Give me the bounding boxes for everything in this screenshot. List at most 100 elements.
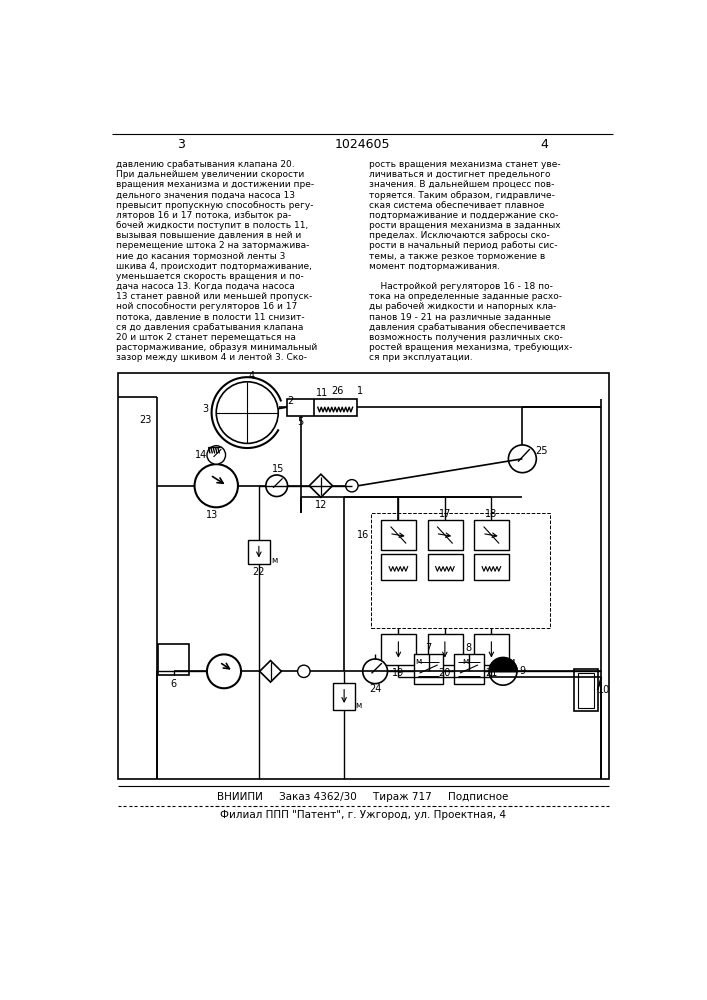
Bar [118, 373, 609, 779]
Text: торяется. Таким образом, гидравличе-: торяется. Таким образом, гидравличе- [369, 191, 555, 200]
Text: 14: 14 [194, 450, 207, 460]
Bar [333, 683, 355, 710]
Text: темы, а также резкое торможение в: темы, а также резкое торможение в [369, 252, 545, 261]
Text: подтормаживание и поддержание ско-: подтормаживание и поддержание ско- [369, 211, 559, 220]
Text: 13: 13 [206, 510, 218, 520]
Circle shape [207, 654, 241, 688]
Text: возможность получения различных ско-: возможность получения различных ско- [369, 333, 563, 342]
Circle shape [298, 665, 310, 677]
Text: м: м [462, 657, 468, 666]
Text: давления срабатывания обеспечивается: давления срабатывания обеспечивается [369, 323, 566, 332]
Text: 9: 9 [520, 666, 525, 676]
Text: 2: 2 [287, 396, 293, 406]
Text: 1024605: 1024605 [335, 138, 390, 151]
Circle shape [508, 445, 537, 473]
Text: личиваться и достигнет предельного: личиваться и достигнет предельного [369, 170, 551, 179]
Text: 26: 26 [331, 386, 344, 396]
Text: момент подтормаживания.: момент подтормаживания. [369, 262, 500, 271]
Bar [428, 554, 462, 580]
Text: м: м [356, 701, 362, 710]
Bar [428, 520, 462, 550]
Text: дельного значения подача насоса 13: дельного значения подача насоса 13 [115, 191, 295, 200]
Text: бочей жидкости поступит в полость 11,: бочей жидкости поступит в полость 11, [115, 221, 308, 230]
Text: вращения механизма и достижении пре-: вращения механизма и достижении пре- [115, 180, 314, 189]
Text: давлению срабатывания клапана 20.: давлению срабатывания клапана 20. [115, 160, 294, 169]
Text: 17: 17 [438, 509, 451, 519]
Text: рости вращения механизма в заданных: рости вращения механизма в заданных [369, 221, 561, 230]
Circle shape [266, 475, 288, 497]
Text: перемещение штока 2 на затормажива-: перемещение штока 2 на затормажива- [115, 241, 309, 250]
Bar [381, 634, 416, 665]
Bar [381, 554, 416, 580]
Text: 23: 23 [139, 415, 151, 425]
Text: ной способности регуляторов 16 и 17: ной способности регуляторов 16 и 17 [115, 302, 297, 311]
Text: 7: 7 [426, 643, 432, 653]
Text: 4: 4 [248, 371, 255, 381]
Text: ская система обеспечивает плавное: ская система обеспечивает плавное [369, 201, 544, 210]
Text: ды рабочей жидкости и напорных кла-: ды рабочей жидкости и напорных кла- [369, 302, 556, 311]
Text: уменьшается скорость вращения и по-: уменьшается скорость вращения и по- [115, 272, 303, 281]
Text: 13 станет равной или меньшей пропуск-: 13 станет равной или меньшей пропуск- [115, 292, 312, 301]
Text: дача насоса 13. Когда подача насоса: дача насоса 13. Когда подача насоса [115, 282, 294, 291]
Text: рость вращения механизма станет уве-: рость вращения механизма станет уве- [369, 160, 561, 169]
Circle shape [346, 480, 358, 492]
Text: ся при эксплуатации.: ся при эксплуатации. [369, 353, 472, 362]
Text: 12: 12 [315, 500, 327, 510]
Text: зазор между шкивом 4 и лентой 3. Ско-: зазор между шкивом 4 и лентой 3. Ско- [115, 353, 307, 362]
Text: потока, давление в полости 11 снизит-: потока, давление в полости 11 снизит- [115, 312, 304, 322]
Text: растормаживание, образуя минимальный: растормаживание, образуя минимальный [115, 343, 317, 352]
Text: ростей вращения механизма, требующих-: ростей вращения механизма, требующих- [369, 343, 572, 352]
Text: ляторов 16 и 17 потока, избыток ра-: ляторов 16 и 17 потока, избыток ра- [115, 211, 291, 220]
Text: м: м [416, 657, 421, 666]
Text: 3: 3 [202, 404, 209, 414]
Bar [381, 520, 416, 550]
Text: вызывая повышение давления в ней и: вызывая повышение давления в ней и [115, 231, 300, 240]
Bar [474, 520, 509, 550]
Text: ние до касания тормозной ленты 3: ние до касания тормозной ленты 3 [115, 252, 285, 261]
Circle shape [489, 657, 517, 685]
Text: 3: 3 [177, 138, 185, 151]
Text: 4: 4 [540, 138, 548, 151]
Text: 16: 16 [357, 530, 370, 540]
Circle shape [194, 464, 238, 507]
Text: 8: 8 [466, 643, 472, 653]
Text: 25: 25 [535, 446, 548, 456]
Text: 6: 6 [170, 679, 177, 689]
Text: пределах. Исключаются забросы ско-: пределах. Исключаются забросы ско- [369, 231, 549, 240]
Text: ся до давления срабатывания клапана: ся до давления срабатывания клапана [115, 323, 303, 332]
Text: значения. В дальнейшем процесс пов-: значения. В дальнейшем процесс пов- [369, 180, 554, 189]
Text: 15: 15 [272, 464, 284, 474]
Text: 19: 19 [392, 668, 404, 678]
Text: панов 19 - 21 на различные заданные: панов 19 - 21 на различные заданные [369, 312, 551, 322]
Circle shape [363, 659, 387, 684]
Bar [428, 634, 462, 665]
Text: При дальнейшем увеличении скорости: При дальнейшем увеличении скорости [115, 170, 304, 179]
Text: превысит пропускную способность регу-: превысит пропускную способность регу- [115, 201, 313, 210]
Text: 10: 10 [597, 685, 610, 695]
Text: 24: 24 [369, 684, 381, 694]
Bar [574, 669, 597, 711]
Text: м: м [508, 657, 515, 666]
Text: 20 и шток 2 станет перемещаться на: 20 и шток 2 станет перемещаться на [115, 333, 296, 342]
Bar [248, 540, 270, 564]
Text: 22: 22 [252, 567, 265, 577]
Text: Настройкой регуляторов 16 - 18 по-: Настройкой регуляторов 16 - 18 по- [369, 282, 553, 291]
Text: 20: 20 [438, 668, 451, 678]
Text: 21: 21 [485, 668, 498, 678]
Text: 11: 11 [315, 388, 328, 398]
Text: 5: 5 [298, 417, 304, 427]
Circle shape [216, 382, 279, 443]
Text: 1: 1 [357, 386, 363, 396]
Circle shape [207, 446, 226, 464]
Bar [287, 399, 356, 416]
Bar [474, 554, 509, 580]
Text: рости в начальный период работы сис-: рости в начальный период работы сис- [369, 241, 557, 250]
Text: ВНИИПИ     Заказ 4362/30     Тираж 717     Подписное: ВНИИПИ Заказ 4362/30 Тираж 717 Подписное [217, 792, 508, 802]
Text: шкива 4, происходит подтормаживание,: шкива 4, происходит подтормаживание, [115, 262, 311, 271]
Text: 18: 18 [485, 509, 498, 519]
Text: Филиал ППП "Патент", г. Ужгород, ул. Проектная, 4: Филиал ППП "Патент", г. Ужгород, ул. Про… [220, 810, 506, 820]
Text: м: м [271, 556, 278, 565]
Bar [474, 634, 509, 665]
Bar [454, 654, 484, 684]
Bar [371, 513, 549, 628]
